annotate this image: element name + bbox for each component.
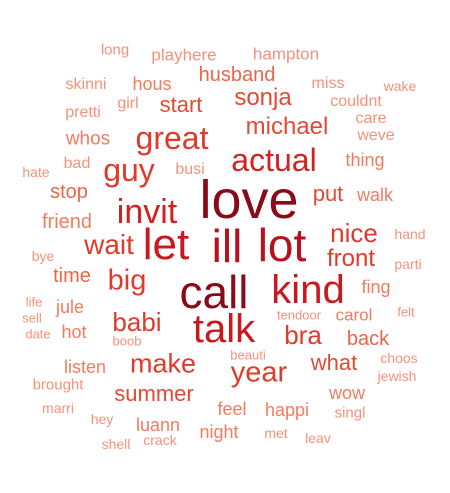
word-friend: friend: [41, 211, 93, 233]
word-year: year: [230, 356, 288, 389]
word-babi: babi: [112, 307, 162, 337]
word-time: time: [53, 265, 91, 287]
word-make: make: [129, 348, 197, 379]
word-nice: nice: [330, 218, 378, 248]
word-wake: wake: [383, 78, 417, 94]
word-stop: stop: [50, 181, 88, 203]
word-bra: bra: [284, 320, 322, 350]
word-hand: hand: [394, 226, 426, 242]
word-love: love: [199, 170, 299, 230]
word-let: let: [142, 220, 190, 269]
word-ill: ill: [211, 220, 243, 272]
word-long: long: [100, 41, 130, 59]
word-lot: lot: [257, 219, 307, 271]
word-felt: felt: [397, 304, 415, 320]
word-jule: jule: [55, 297, 85, 317]
word-hampton: hampton: [252, 44, 320, 64]
word-carol: carol: [335, 305, 373, 325]
word-thing: thing: [345, 150, 385, 170]
word-michael: michael: [245, 113, 329, 140]
word-shell: shell: [101, 436, 131, 452]
word-whos: whos: [65, 128, 111, 150]
word-leav: leav: [305, 430, 331, 446]
word-big: big: [107, 264, 147, 297]
word-jewish: jewish: [377, 368, 417, 384]
word-skinni: skinni: [65, 76, 107, 93]
word-start: start: [159, 92, 203, 117]
word-beauti: beauti: [230, 347, 266, 363]
word-fing: fing: [361, 277, 391, 297]
word-summer: summer: [114, 381, 194, 406]
word-parti: parti: [394, 256, 422, 272]
word-wow: wow: [328, 383, 366, 403]
word-husband: husband: [198, 64, 276, 86]
word-talk: talk: [192, 307, 256, 351]
word-couldnt: couldnt: [330, 93, 382, 110]
word-weve: weve: [357, 127, 395, 144]
word-actual: actual: [231, 142, 317, 178]
word-night: night: [199, 422, 239, 442]
word-date: date: [25, 326, 51, 342]
word-wait: wait: [84, 229, 134, 260]
word-happi: happi: [264, 400, 310, 420]
word-pretti: pretti: [65, 104, 101, 121]
word-tendoor: tendoor: [276, 307, 322, 323]
word-guy: guy: [103, 152, 155, 188]
word-kind: kind: [271, 268, 345, 312]
word-care: care: [355, 110, 387, 127]
word-met: met: [264, 425, 288, 441]
word-crack: crack: [143, 432, 177, 448]
word-hey: hey: [90, 411, 114, 427]
word-invit: invit: [116, 193, 178, 231]
word-hate: hate: [22, 164, 50, 180]
word-feel: feel: [217, 399, 247, 419]
word-marri: marri: [42, 400, 74, 416]
word-listen: listen: [63, 357, 107, 377]
word-hot: hot: [61, 322, 87, 342]
word-bad: bad: [63, 155, 91, 172]
word-sonja: sonja: [234, 84, 292, 111]
word-great: great: [135, 120, 209, 156]
word-front: front: [326, 245, 376, 272]
word-singl: singl: [334, 404, 366, 422]
word-what: what: [310, 350, 358, 375]
word-walk: walk: [356, 185, 394, 205]
word-girl: girl: [117, 95, 139, 112]
word-sell: sell: [22, 310, 42, 326]
word-brought: brought: [32, 376, 84, 394]
word-put: put: [312, 181, 344, 206]
word-luann: luann: [135, 415, 181, 435]
word-miss: miss: [311, 75, 345, 92]
word-playhere: playhere: [151, 45, 217, 65]
word-life: life: [25, 294, 43, 310]
word-bye: bye: [31, 248, 55, 264]
word-busi: busi: [175, 161, 205, 178]
word-choos: choos: [380, 350, 418, 366]
word-back: back: [346, 328, 390, 350]
word-hous: hous: [132, 74, 172, 94]
word-call: call: [179, 266, 249, 318]
word-boob: boob: [112, 333, 142, 349]
